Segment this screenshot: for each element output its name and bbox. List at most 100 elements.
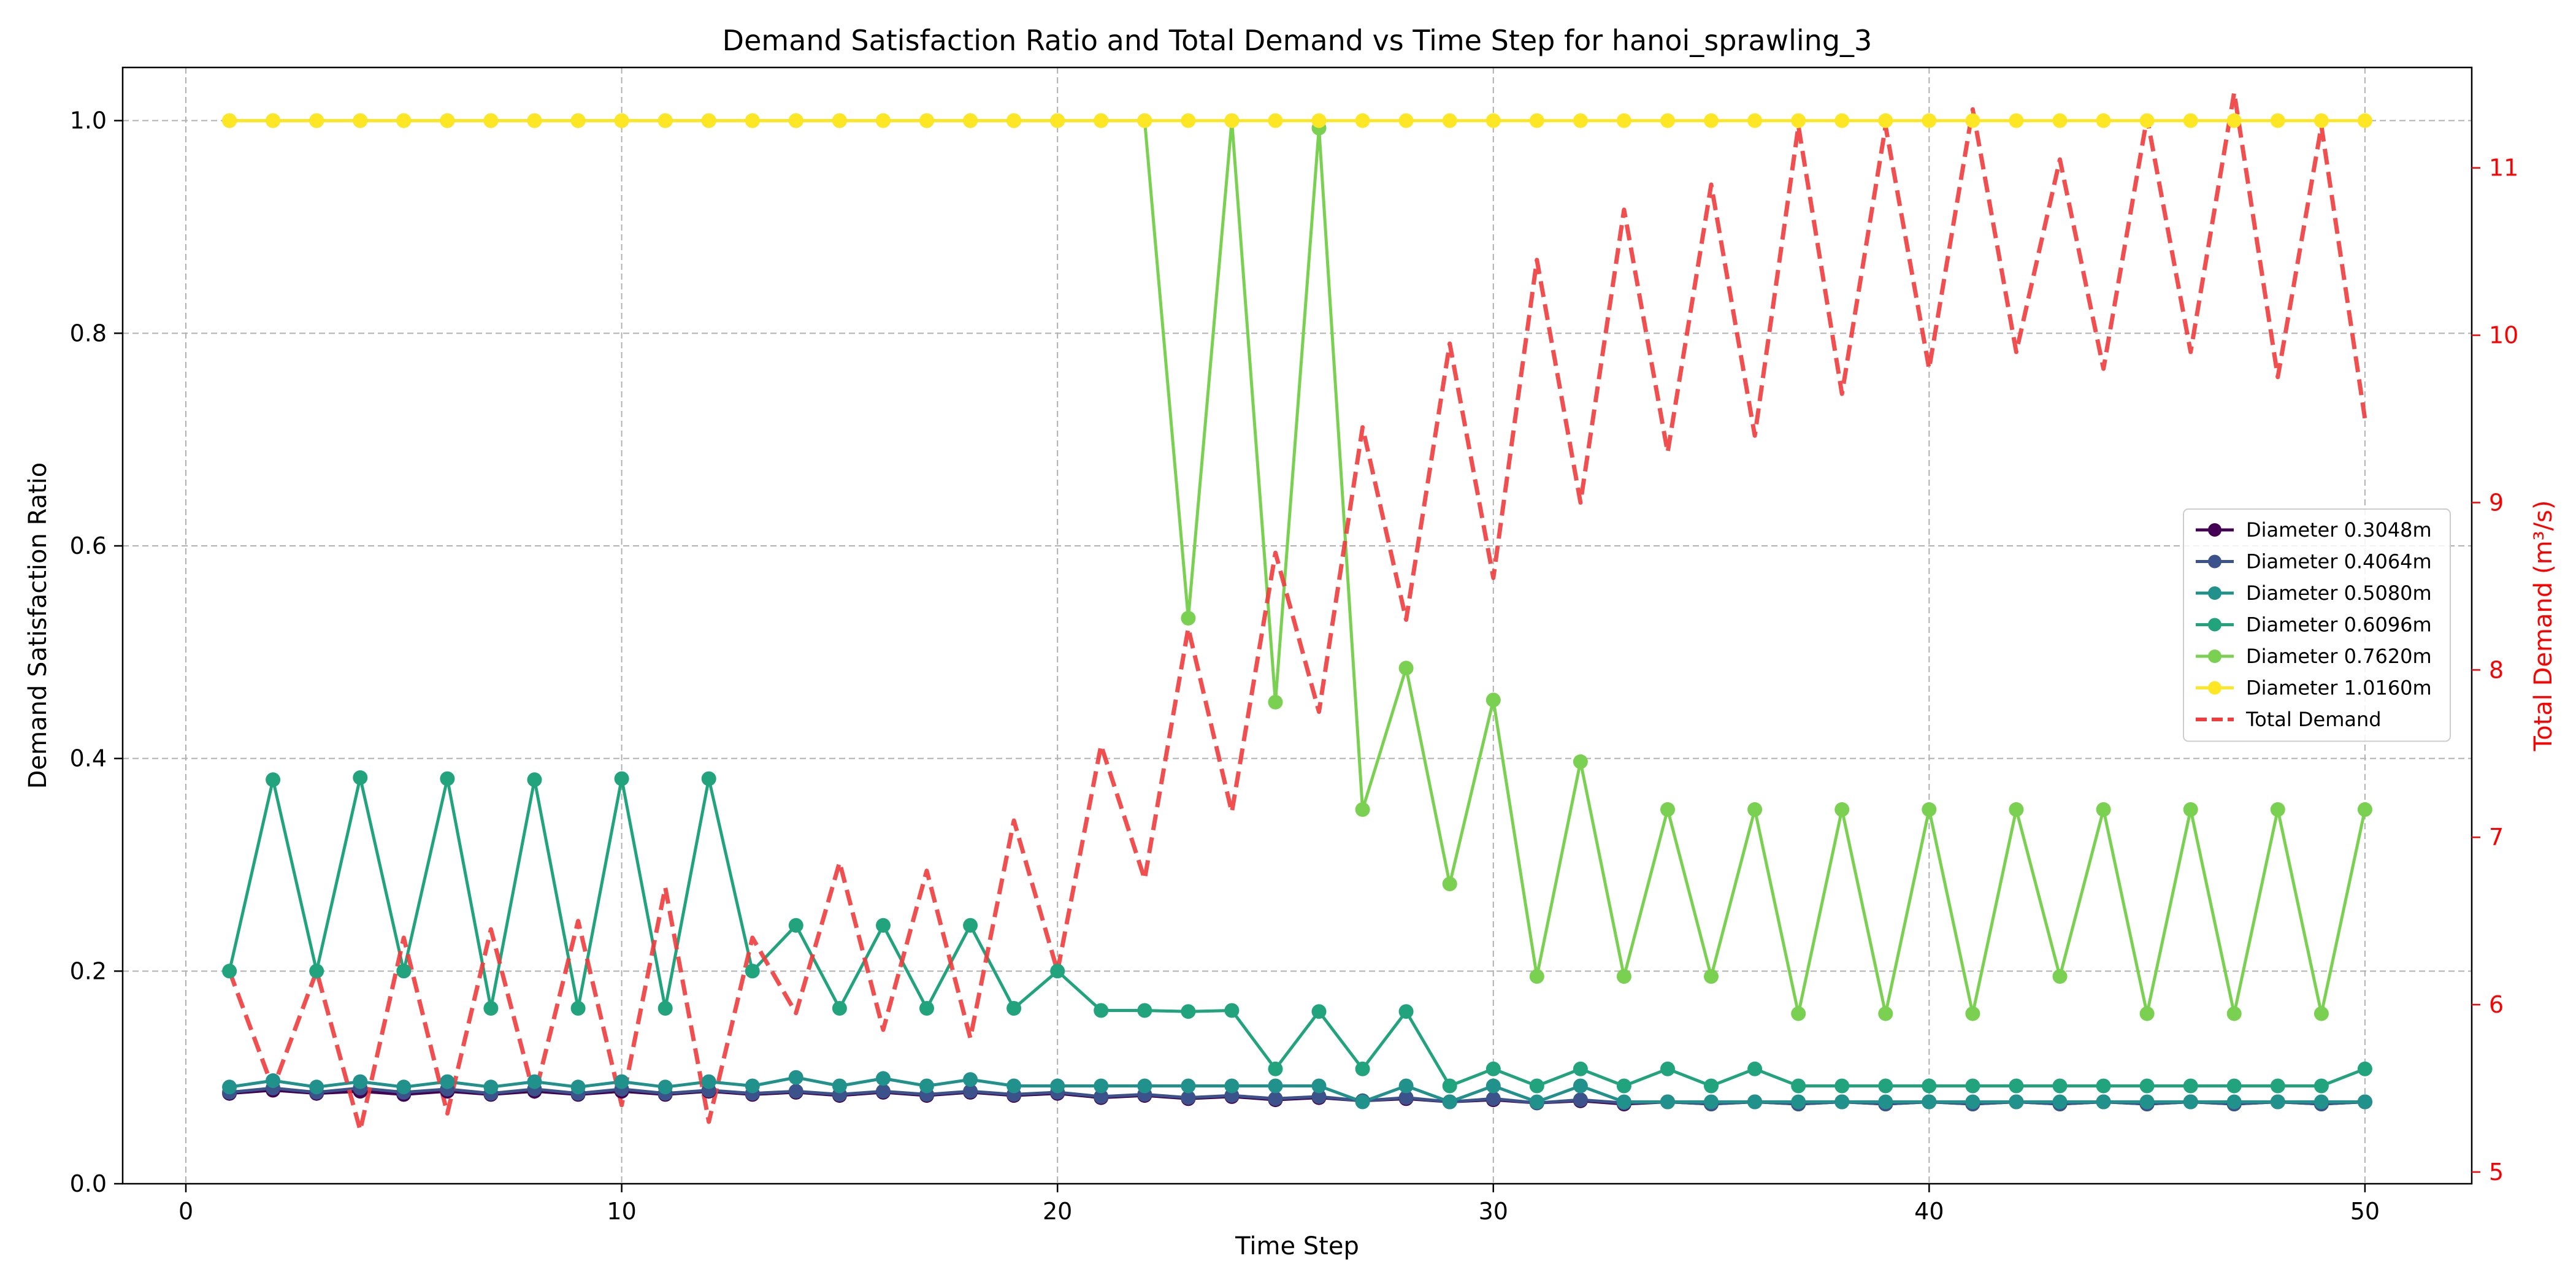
data-point-diameter-0-6096m: [1311, 1004, 1327, 1019]
legend-marker-swatch: [2208, 618, 2221, 632]
data-point-diameter-0-5080m: [222, 1079, 237, 1095]
data-point-diameter-0-5080m: [1529, 1094, 1544, 1110]
data-point-diameter-0-6096m: [2096, 1078, 2111, 1094]
y2-tick-label: 5: [2489, 1159, 2504, 1186]
data-point-diameter-0-5080m: [1137, 1078, 1152, 1094]
data-point-diameter-0-5080m: [2052, 1094, 2068, 1110]
data-point-diameter-1-0160m: [2052, 113, 2068, 128]
data-point-diameter-1-0160m: [919, 113, 934, 128]
data-point-diameter-0-6096m: [788, 918, 803, 933]
data-point-diameter-0-4064m: [788, 1084, 803, 1099]
x-axis: 0 10 20 30 40 50: [178, 1184, 2380, 1225]
data-point-diameter-0-4064m: [1485, 1091, 1501, 1106]
data-point-diameter-0-6096m: [1747, 1061, 1763, 1076]
data-point-diameter-1-0160m: [1224, 113, 1240, 128]
data-point-diameter-0-5080m: [832, 1078, 847, 1094]
data-point-diameter-1-0160m: [2270, 113, 2285, 128]
data-point-diameter-1-0160m: [1660, 113, 1675, 128]
data-point-diameter-0-5080m: [1094, 1078, 1109, 1094]
data-point-diameter-0-6096m: [2052, 1078, 2068, 1094]
x-axis-title: Time Step: [1235, 1232, 1359, 1260]
data-point-diameter-0-6096m: [1660, 1061, 1675, 1076]
data-point-diameter-0-7620m: [1268, 694, 1283, 710]
y-tick-label: 0.2: [70, 957, 107, 984]
data-point-diameter-1-0160m: [1878, 113, 1893, 128]
data-point-diameter-1-0160m: [963, 113, 978, 128]
legend-item: Diameter 0.7620m: [2196, 645, 2432, 668]
data-point-diameter-0-6096m: [832, 1001, 847, 1016]
data-point-diameter-0-5080m: [2226, 1094, 2242, 1110]
legend-label: Total Demand: [2245, 708, 2382, 731]
data-point-diameter-1-0160m: [440, 113, 455, 128]
legend-item: Diameter 1.0160m: [2196, 677, 2432, 700]
data-point-diameter-1-0160m: [1094, 113, 1109, 128]
y-axis-title: Demand Satisfaction Ratio: [24, 462, 52, 789]
legend-box: [2183, 508, 2451, 742]
data-point-diameter-0-7620m: [1965, 1006, 1980, 1021]
data-point-diameter-0-6096m: [396, 964, 412, 979]
legend-label: Diameter 0.6096m: [2246, 613, 2432, 637]
data-point-diameter-1-0160m: [1616, 113, 1631, 128]
y2-tick-label: 8: [2489, 656, 2504, 683]
data-point-diameter-1-0160m: [309, 113, 324, 128]
data-point-diameter-0-5080m: [2357, 1094, 2372, 1110]
data-point-diameter-0-6096m: [963, 918, 978, 933]
legend-label: Diameter 0.4064m: [2246, 550, 2432, 573]
data-point-diameter-0-5080m: [701, 1074, 716, 1089]
data-point-diameter-0-6096m: [1050, 964, 1065, 979]
data-point-diameter-0-5080m: [1922, 1094, 1937, 1110]
data-point-diameter-0-7620m: [1878, 1006, 1893, 1021]
data-point-diameter-0-5080m: [876, 1071, 891, 1086]
x-tick-label: 50: [2350, 1198, 2380, 1225]
data-point-diameter-0-6096m: [2009, 1078, 2024, 1094]
data-point-diameter-0-5080m: [2270, 1094, 2285, 1110]
legend-label: Diameter 0.5080m: [2246, 581, 2432, 605]
data-point-diameter-0-6096m: [1704, 1078, 1719, 1094]
data-point-diameter-0-4064m: [1268, 1091, 1283, 1106]
data-point-diameter-0-6096m: [1398, 1004, 1414, 1019]
data-point-diameter-1-0160m: [483, 113, 499, 128]
data-point-diameter-0-5080m: [1573, 1078, 1588, 1094]
data-point-diameter-0-4064m: [1311, 1089, 1327, 1104]
data-point-diameter-0-6096m: [614, 771, 629, 786]
data-point-diameter-0-7620m: [2139, 1006, 2155, 1021]
data-point-diameter-0-4064m: [1094, 1089, 1109, 1104]
data-point-diameter-0-5080m: [2183, 1094, 2198, 1110]
y2-axis-title: Total Demand (m³/s): [2529, 500, 2558, 751]
data-point-diameter-0-5080m: [1878, 1094, 1893, 1110]
data-point-diameter-0-5080m: [570, 1079, 586, 1095]
data-point-diameter-0-6096m: [1094, 1003, 1109, 1018]
legend: Diameter 0.3048m Diameter 0.4064m Diameter…: [2183, 508, 2451, 742]
legend-item: Total Demand: [2196, 708, 2382, 731]
legend-label: Diameter 0.7620m: [2246, 645, 2432, 668]
data-point-diameter-0-5080m: [2009, 1094, 2024, 1110]
data-point-diameter-1-0160m: [1398, 113, 1414, 128]
y-axis-right: 5 6 7 8 9 10 11: [2472, 155, 2518, 1186]
data-point-diameter-1-0160m: [1922, 113, 1937, 128]
data-point-diameter-0-5080m: [1398, 1078, 1414, 1094]
data-point-diameter-0-5080m: [2139, 1094, 2155, 1110]
data-point-diameter-1-0160m: [353, 113, 368, 128]
data-point-diameter-0-6096m: [440, 771, 455, 786]
data-point-diameter-1-0160m: [2139, 113, 2155, 128]
data-point-diameter-1-0160m: [1573, 113, 1588, 128]
data-point-diameter-0-6096m: [2313, 1078, 2329, 1094]
y2-tick-label: 11: [2489, 155, 2518, 182]
data-point-diameter-0-6096m: [1529, 1078, 1544, 1094]
legend-item: Diameter 0.4064m: [2196, 550, 2432, 573]
data-point-diameter-0-5080m: [614, 1074, 629, 1089]
data-point-diameter-0-6096m: [266, 772, 281, 788]
data-point-diameter-0-6096m: [1965, 1078, 1980, 1094]
data-point-diameter-1-0160m: [657, 113, 673, 128]
data-point-diameter-1-0160m: [1965, 113, 1980, 128]
data-point-diameter-1-0160m: [1311, 113, 1327, 128]
data-point-diameter-0-7620m: [1355, 802, 1370, 817]
data-point-diameter-1-0160m: [1442, 113, 1457, 128]
data-point-diameter-0-5080m: [1355, 1094, 1370, 1110]
data-point-diameter-0-7620m: [1573, 754, 1588, 769]
data-point-diameter-0-7620m: [2009, 802, 2024, 817]
y-tick-label: 1.0: [70, 107, 107, 134]
data-point-diameter-1-0160m: [1704, 113, 1719, 128]
legend-marker-swatch: [2208, 586, 2221, 600]
